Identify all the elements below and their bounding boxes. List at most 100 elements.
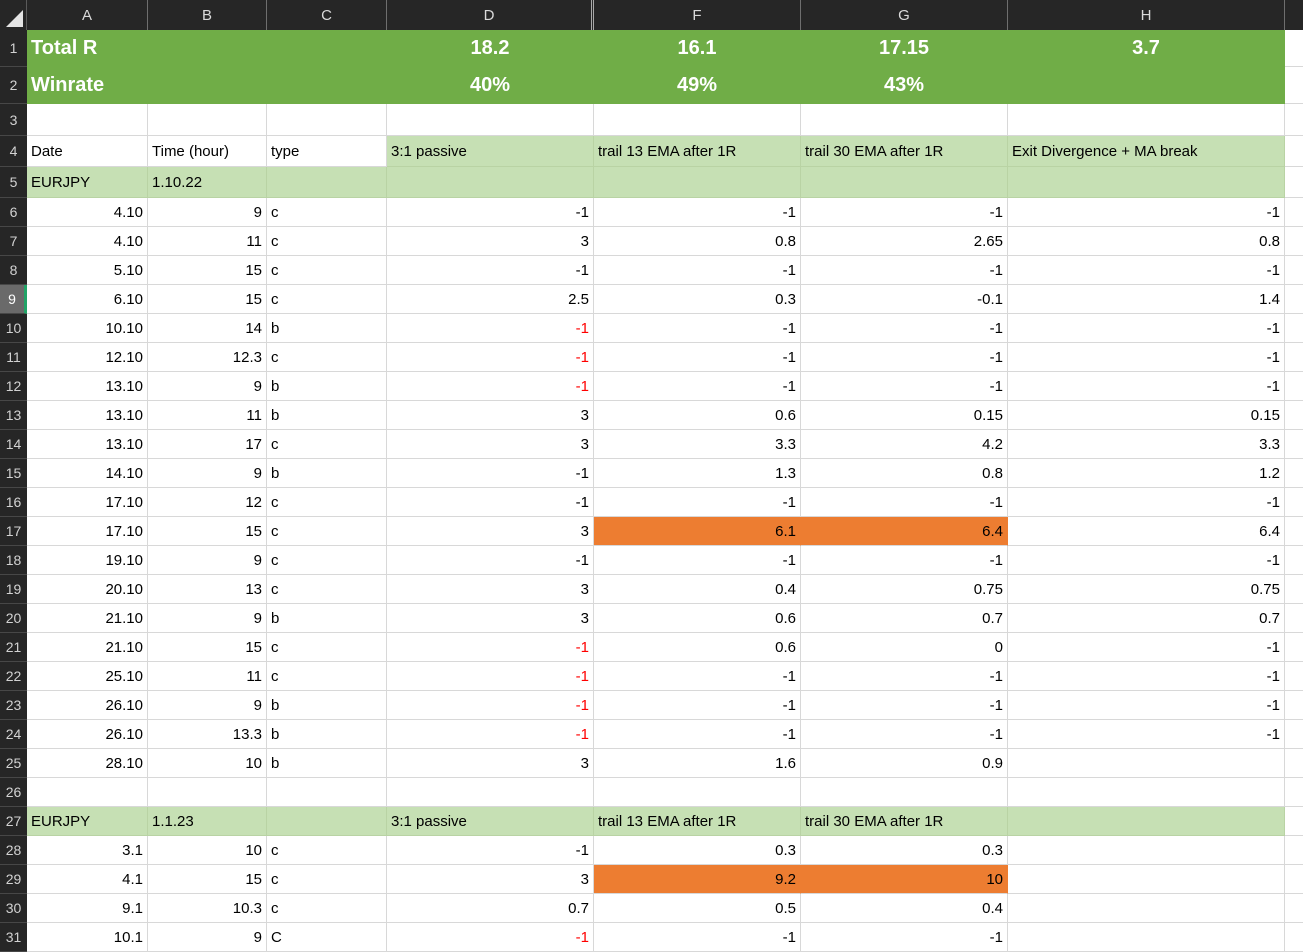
cell-F3[interactable] [594,104,801,136]
cell-C9[interactable]: c [267,285,387,314]
cell-A17[interactable]: 17.10 [27,517,148,546]
cell-D31[interactable]: -1 [387,923,594,952]
cell-B2[interactable] [148,67,267,104]
row-header-4[interactable]: 4 [0,136,27,167]
cell-partial-7[interactable] [1285,227,1303,256]
cell-F25[interactable]: 1.6 [594,749,801,778]
cell-D11[interactable]: -1 [387,343,594,372]
cell-H30[interactable] [1008,894,1285,923]
cell-B12[interactable]: 9 [148,372,267,401]
cell-G31[interactable]: -1 [801,923,1008,952]
cell-D23[interactable]: -1 [387,691,594,720]
cell-G18[interactable]: -1 [801,546,1008,575]
cell-A22[interactable]: 25.10 [27,662,148,691]
cell-B13[interactable]: 11 [148,401,267,430]
cell-partial-19[interactable] [1285,575,1303,604]
cell-F19[interactable]: 0.4 [594,575,801,604]
cell-F11[interactable]: -1 [594,343,801,372]
cell-partial-8[interactable] [1285,256,1303,285]
cell-G28[interactable]: 0.3 [801,836,1008,865]
cell-partial-31[interactable] [1285,923,1303,952]
cell-B1[interactable] [148,30,267,67]
cell-A29[interactable]: 4.1 [27,865,148,894]
column-header-D[interactable]: D [387,0,594,30]
cell-partial-15[interactable] [1285,459,1303,488]
cell-D13[interactable]: 3 [387,401,594,430]
cell-G19[interactable]: 0.75 [801,575,1008,604]
cell-F23[interactable]: -1 [594,691,801,720]
cell-partial-5[interactable] [1285,167,1303,198]
cell-C21[interactable]: c [267,633,387,662]
cell-partial-28[interactable] [1285,836,1303,865]
cell-H16[interactable]: -1 [1008,488,1285,517]
cell-C26[interactable] [267,778,387,807]
row-header-30[interactable]: 30 [0,894,27,923]
cell-H13[interactable]: 0.15 [1008,401,1285,430]
row-header-21[interactable]: 21 [0,633,27,662]
cell-F14[interactable]: 3.3 [594,430,801,459]
column-header-F[interactable]: F [594,0,801,30]
cell-F24[interactable]: -1 [594,720,801,749]
cell-D21[interactable]: -1 [387,633,594,662]
row-header-15[interactable]: 15 [0,459,27,488]
cell-C10[interactable]: b [267,314,387,343]
cell-B30[interactable]: 10.3 [148,894,267,923]
row-header-13[interactable]: 13 [0,401,27,430]
cell-A10[interactable]: 10.10 [27,314,148,343]
cell-partial-10[interactable] [1285,314,1303,343]
cell-partial-4[interactable] [1285,136,1303,167]
cell-F5[interactable] [594,167,801,198]
cell-D24[interactable]: -1 [387,720,594,749]
cell-G24[interactable]: -1 [801,720,1008,749]
cell-C11[interactable]: c [267,343,387,372]
cell-C19[interactable]: c [267,575,387,604]
cell-partial-24[interactable] [1285,720,1303,749]
cell-F27[interactable]: trail 13 EMA after 1R [594,807,801,836]
column-header-G[interactable]: G [801,0,1008,30]
cell-C5[interactable] [267,167,387,198]
row-header-14[interactable]: 14 [0,430,27,459]
cell-G12[interactable]: -1 [801,372,1008,401]
cell-B21[interactable]: 15 [148,633,267,662]
cell-D20[interactable]: 3 [387,604,594,633]
cell-A26[interactable] [27,778,148,807]
row-header-24[interactable]: 24 [0,720,27,749]
cell-G17[interactable]: 6.4 [801,517,1008,546]
cell-C25[interactable]: b [267,749,387,778]
cell-A24[interactable]: 26.10 [27,720,148,749]
cell-C31[interactable]: C [267,923,387,952]
cell-G4[interactable]: trail 30 EMA after 1R [801,136,1008,167]
column-header-A[interactable]: A [27,0,148,30]
cell-D1[interactable]: 18.2 [387,30,594,67]
row-header-7[interactable]: 7 [0,227,27,256]
cell-H18[interactable]: -1 [1008,546,1285,575]
cell-G23[interactable]: -1 [801,691,1008,720]
cell-D17[interactable]: 3 [387,517,594,546]
cell-partial-13[interactable] [1285,401,1303,430]
cell-C7[interactable]: c [267,227,387,256]
cell-D7[interactable]: 3 [387,227,594,256]
cell-G10[interactable]: -1 [801,314,1008,343]
cell-A19[interactable]: 20.10 [27,575,148,604]
cell-A21[interactable]: 21.10 [27,633,148,662]
row-header-8[interactable]: 8 [0,256,27,285]
cell-D3[interactable] [387,104,594,136]
cell-B3[interactable] [148,104,267,136]
column-header-B[interactable]: B [148,0,267,30]
cell-B4[interactable]: Time (hour) [148,136,267,167]
cell-C1[interactable] [267,30,387,67]
cell-A4[interactable]: Date [27,136,148,167]
cell-G8[interactable]: -1 [801,256,1008,285]
cell-C17[interactable]: c [267,517,387,546]
cell-G29[interactable]: 10 [801,865,1008,894]
cell-F2[interactable]: 49% [594,67,801,104]
cell-partial-29[interactable] [1285,865,1303,894]
cell-H8[interactable]: -1 [1008,256,1285,285]
row-header-1[interactable]: 1 [0,30,27,67]
cell-A18[interactable]: 19.10 [27,546,148,575]
cell-A13[interactable]: 13.10 [27,401,148,430]
cell-D30[interactable]: 0.7 [387,894,594,923]
row-header-26[interactable]: 26 [0,778,27,807]
cell-G13[interactable]: 0.15 [801,401,1008,430]
cell-F13[interactable]: 0.6 [594,401,801,430]
